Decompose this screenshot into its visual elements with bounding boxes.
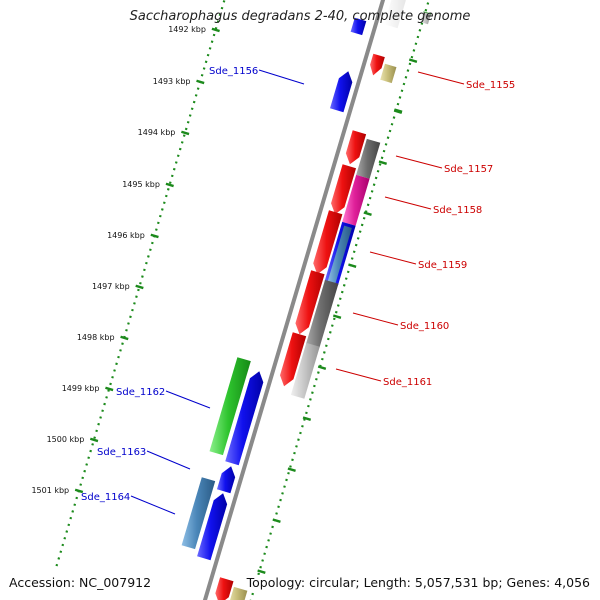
gene-feature[interactable] — [313, 210, 343, 275]
gene-label[interactable]: Sde_1164 — [81, 492, 130, 503]
gene-feature[interactable] — [295, 270, 325, 335]
gene-feature[interactable] — [209, 357, 251, 456]
scale-tick — [317, 365, 327, 370]
scale-tick — [105, 386, 114, 392]
gene-label-leader — [146, 450, 191, 470]
scale-tick — [135, 284, 144, 290]
gene-feature[interactable] — [331, 164, 357, 215]
scale-tick — [302, 416, 312, 421]
gene-features — [181, 0, 431, 600]
gene-label[interactable]: Sde_1160 — [400, 321, 449, 332]
gene-feature[interactable] — [225, 371, 264, 466]
scale-tick — [211, 27, 220, 33]
gene-label[interactable]: Sde_1163 — [97, 447, 146, 458]
map-title: Saccharophagus degradans 2-40, complete … — [129, 9, 471, 24]
dotted-ring-left — [55, 0, 226, 568]
gene-feature[interactable] — [420, 11, 431, 25]
scale-tick — [272, 518, 281, 523]
gene-feature[interactable] — [345, 130, 367, 165]
gene-feature[interactable] — [228, 586, 248, 600]
gene-label-leader — [384, 196, 432, 210]
scale-tick-label: 1496 kbp — [107, 231, 145, 240]
scale-tick — [408, 58, 418, 63]
gene-feature[interactable] — [280, 332, 307, 387]
gene-feature[interactable] — [290, 342, 320, 399]
gene-label[interactable]: Sde_1158 — [433, 205, 482, 216]
dotted-ring-right — [249, 2, 430, 600]
scale-tick-label: 1497 kbp — [92, 282, 130, 291]
scale-tick-label: 1494 kbp — [138, 128, 176, 137]
topology-info: Topology: circular; Length: 5,057,531 bp… — [244, 575, 592, 590]
map-rings — [55, 0, 430, 600]
gene-label[interactable]: Sde_1157 — [444, 164, 493, 175]
gene-label-leader — [130, 495, 176, 515]
scale-tick — [378, 160, 387, 165]
gene-feature[interactable] — [306, 279, 339, 348]
gene-feature[interactable] — [380, 63, 397, 84]
scale-tick — [165, 182, 174, 188]
gene-feature[interactable] — [350, 17, 367, 36]
scale-tick-label: 1499 kbp — [62, 384, 100, 393]
gene-feature[interactable] — [356, 138, 381, 179]
gene-label[interactable]: Sde_1156 — [209, 66, 258, 77]
gene-feature[interactable] — [197, 493, 228, 561]
gene-label[interactable]: Sde_1155 — [466, 80, 515, 91]
gene-feature[interactable] — [181, 477, 216, 550]
gene-feature[interactable] — [215, 577, 234, 600]
gene-label-leader — [165, 390, 211, 409]
accession-info: Accession: NC_007912 — [7, 575, 154, 590]
gene-feature[interactable] — [327, 225, 352, 285]
gene-feature[interactable] — [370, 53, 385, 76]
scale-tick — [150, 233, 159, 239]
scale-tick — [332, 314, 342, 319]
scale-tick — [287, 467, 296, 472]
scale-tick — [74, 488, 84, 494]
gene-label[interactable]: Sde_1159 — [418, 260, 467, 271]
scale-ticks: 1492 kbp 1493 kbp 1494 kbp 1495 kbp 1496 kbp… — [31, 11, 432, 574]
scale-tick — [348, 263, 357, 268]
scale-tick — [393, 109, 403, 114]
gene-feature[interactable] — [384, 0, 406, 29]
scale-tick-label: 1493 kbp — [153, 77, 191, 86]
scale-tick-label: 1500 kbp — [47, 435, 85, 444]
gene-labels: Sde_1155 Sde_1156 Sde_1157 Sde_1158 Sde_1159… — [81, 66, 515, 515]
scale-tick — [89, 437, 99, 443]
gene-feature[interactable] — [342, 174, 370, 226]
gene-label-leader — [258, 69, 305, 85]
gene-label-leader — [395, 155, 443, 169]
gene-feature[interactable] — [330, 71, 353, 113]
gene-label-leader — [369, 251, 417, 265]
gene-label[interactable]: Sde_1161 — [383, 377, 432, 388]
gene-label-leader — [335, 368, 382, 382]
scale-tick-label: 1492 kbp — [168, 25, 206, 34]
scale-tick — [181, 130, 190, 136]
scale-tick — [363, 211, 372, 216]
gene-label[interactable]: Sde_1162 — [116, 387, 165, 398]
gene-label-leader — [417, 71, 465, 85]
scale-tick-label: 1498 kbp — [77, 333, 115, 342]
scale-tick-label: 1495 kbp — [122, 180, 160, 189]
gene-label-leader — [352, 312, 399, 326]
scale-tick — [120, 335, 129, 341]
gene-feature[interactable] — [216, 466, 236, 494]
genome-backbone — [202, 0, 386, 600]
scale-tick — [257, 569, 266, 574]
scale-tick — [196, 79, 205, 85]
scale-tick-label: 1501 kbp — [31, 486, 69, 495]
